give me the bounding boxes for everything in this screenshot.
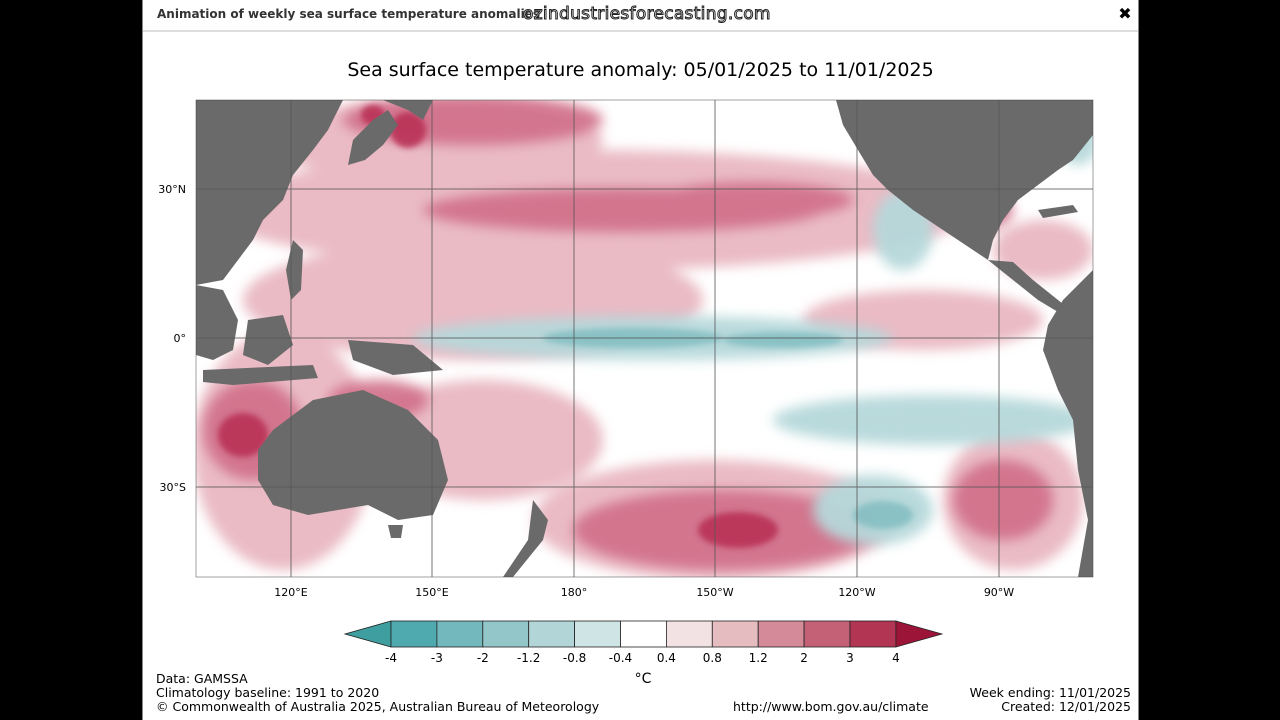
colorbar-tick-label: 1.2 — [748, 651, 768, 665]
colorbar-segment — [482, 620, 530, 648]
lon-label-120w: 120°W — [838, 586, 876, 599]
colorbar-segment — [666, 620, 713, 648]
landmass-tasmania — [388, 525, 403, 538]
landmass-indonesia — [203, 365, 318, 385]
footer-baseline: Climatology baseline: 1991 to 2020 — [156, 685, 380, 700]
cool-areas — [413, 115, 1093, 545]
animation-window: Animation of weekly sea surface temperat… — [142, 0, 1139, 720]
colorbar-tick-label: 0.8 — [702, 651, 722, 665]
colorbar — [343, 620, 944, 648]
colorbar-tick-label: -0.4 — [608, 651, 633, 665]
landmass-central-america — [988, 260, 1073, 315]
lon-label-120e: 120°E — [274, 586, 308, 599]
footer-url[interactable]: http://www.bom.gov.au/climate — [733, 699, 929, 714]
map-title: Sea surface temperature anomaly: 05/01/2… — [347, 59, 934, 81]
map-gridlines — [196, 100, 1093, 577]
map-frame — [195, 99, 1094, 578]
colorbar-tick-label: 0.4 — [656, 651, 676, 665]
colorbar-segment — [803, 620, 851, 648]
colorbar-tick-label: 4 — [892, 651, 900, 665]
landmass-japan — [348, 110, 398, 165]
landmass-philippines — [286, 240, 303, 300]
landmass-kamchatka — [383, 100, 433, 120]
colorbar-segment — [711, 620, 759, 648]
landmass-indochina — [196, 285, 238, 360]
lat-label-30n: 30°N — [158, 183, 186, 196]
lon-label-90w: 90°W — [983, 586, 1015, 599]
footer-created: Created: 12/01/2025 — [1001, 699, 1131, 714]
colorbar-segment — [574, 620, 621, 648]
close-icon[interactable]: ✖ — [1118, 4, 1132, 23]
colorbar-extend-low — [343, 620, 392, 648]
sst-anomaly-map — [195, 99, 1094, 648]
colorbar-segment — [620, 620, 667, 648]
colorbar-extend-high — [895, 620, 944, 648]
landmass-new-zealand — [503, 500, 548, 577]
land-masses — [196, 100, 1093, 577]
lon-label-180: 180° — [560, 586, 588, 599]
colorbar-segment — [436, 620, 484, 648]
landmass-borneo — [243, 315, 293, 365]
watermark-text: ozindustriesforecasting.com — [523, 4, 771, 25]
colorbar-segment — [849, 620, 897, 648]
footer-copyright: © Commonwealth of Australia 2025, Austra… — [156, 699, 600, 714]
colorbar-tick-label: -4 — [385, 651, 397, 665]
landmass-north-america — [836, 100, 1093, 260]
footer-data-source: Data: GAMSSA — [156, 671, 248, 686]
colorbar-tick-label: 3 — [846, 651, 854, 665]
colorbar-tick-label: -2 — [476, 651, 489, 665]
colorbar-tick-label: -1.2 — [516, 651, 541, 665]
window-titlebar: Animation of weekly sea surface temperat… — [143, 0, 1138, 32]
colorbar-segment — [757, 620, 805, 648]
window-title: Animation of weekly sea surface temperat… — [157, 7, 540, 21]
colorbar-tick-label: -3 — [430, 651, 443, 665]
landmass-cuba — [1038, 205, 1078, 218]
colorbar-segment — [528, 620, 576, 648]
lat-label-equator: 0° — [173, 332, 187, 345]
colorbar-tick-label: 2 — [800, 651, 808, 665]
lon-label-150e: 150°E — [415, 586, 449, 599]
landmass-asia — [196, 100, 343, 285]
colorbar-tick-label: -0.8 — [562, 651, 587, 665]
colorbar-segment — [390, 620, 438, 648]
landmass-south-america — [1043, 270, 1093, 577]
landmass-new-guinea — [348, 340, 443, 375]
colorbar-unit: °C — [634, 671, 652, 687]
lon-label-150w: 150°W — [696, 586, 734, 599]
footer-week-ending: Week ending: 11/01/2025 — [969, 685, 1131, 700]
lat-label-30s: 30°S — [159, 481, 186, 494]
